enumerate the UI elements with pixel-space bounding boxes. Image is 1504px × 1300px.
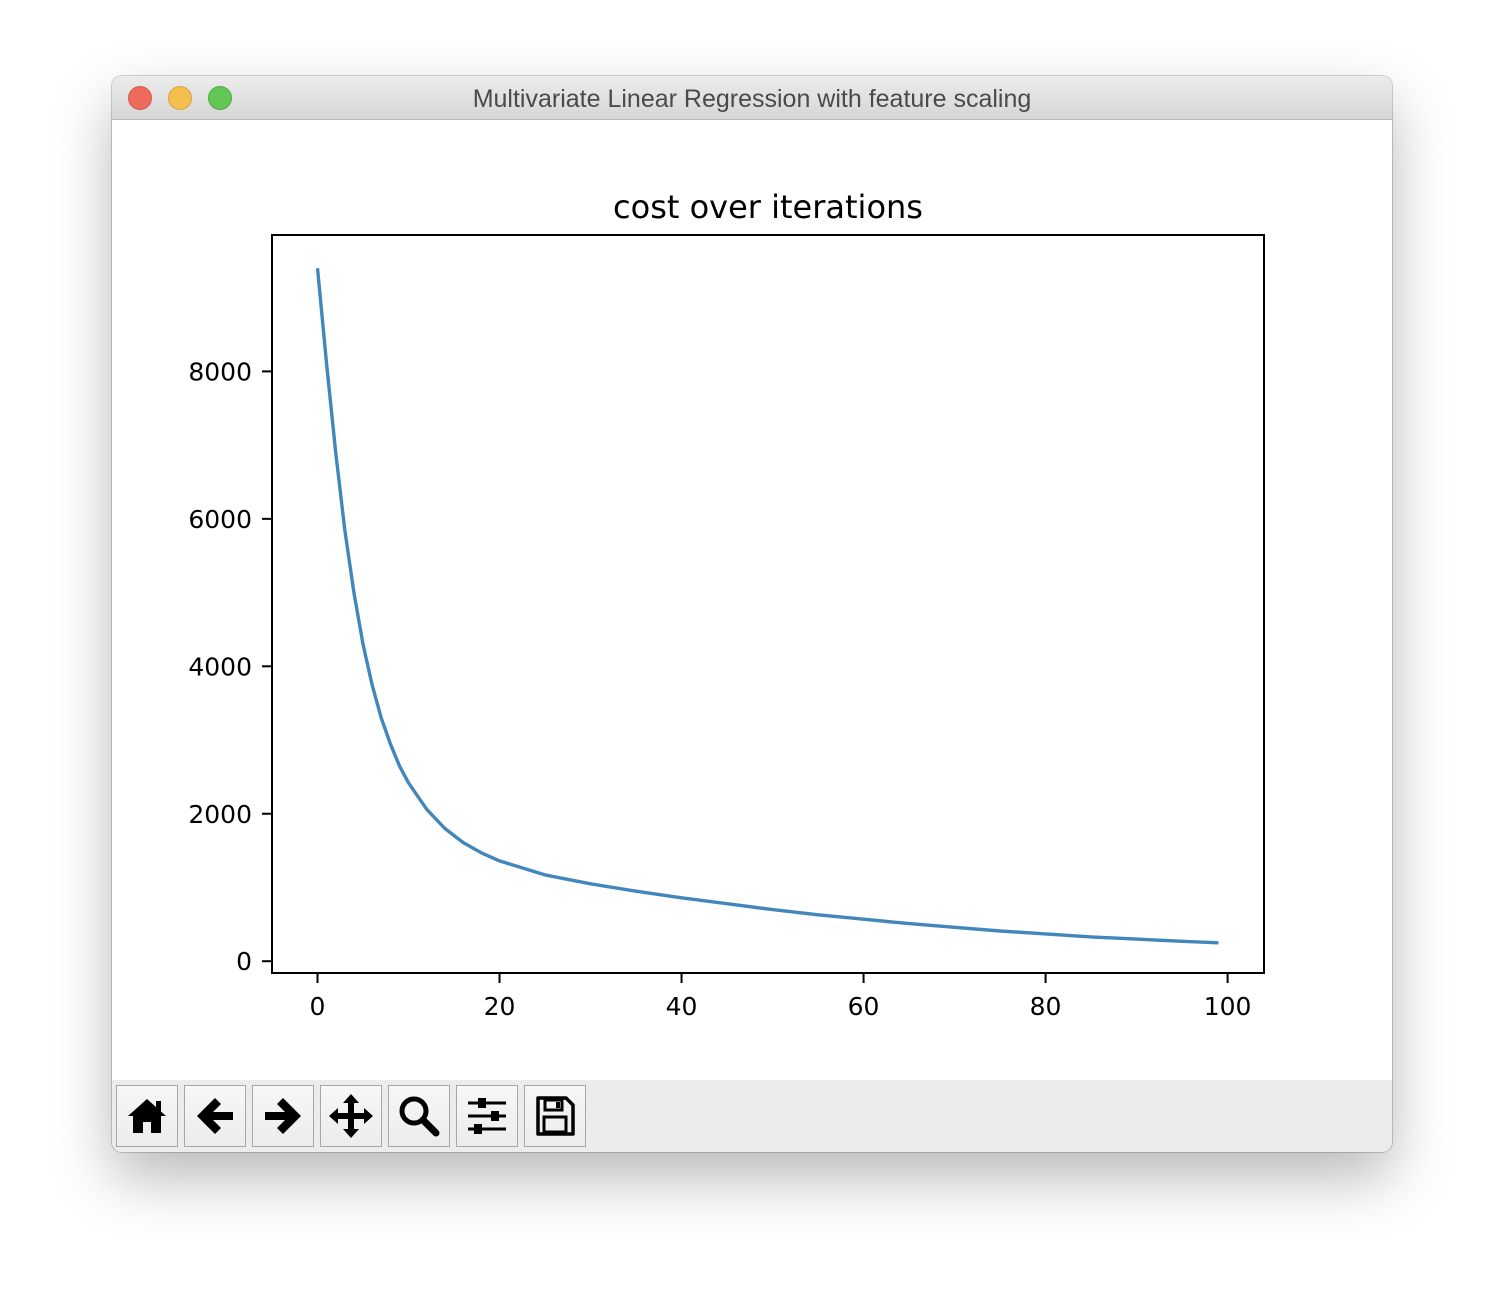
minimize-button[interactable] bbox=[168, 86, 192, 110]
y-tick-label: 2000 bbox=[188, 800, 252, 829]
zoom-button-tool[interactable] bbox=[388, 1085, 450, 1147]
zoom-button[interactable] bbox=[208, 86, 232, 110]
x-tick-label: 20 bbox=[484, 992, 516, 1021]
sliders-icon bbox=[468, 1098, 506, 1134]
title-bar[interactable]: Multivariate Linear Regression with feat… bbox=[112, 76, 1392, 120]
y-tick-label: 6000 bbox=[188, 505, 252, 534]
magnifier-icon bbox=[399, 1096, 440, 1137]
cost-series-line bbox=[315, 268, 1219, 945]
x-tick-label: 60 bbox=[848, 992, 880, 1021]
floppy-disk-icon bbox=[536, 1096, 575, 1136]
navigation-toolbar bbox=[112, 1080, 1392, 1152]
chart-title: cost over iterations bbox=[613, 188, 923, 226]
configure-subplots-button[interactable] bbox=[456, 1085, 518, 1147]
close-button[interactable] bbox=[128, 86, 152, 110]
x-tick-label: 40 bbox=[666, 992, 698, 1021]
forward-button[interactable] bbox=[252, 1085, 314, 1147]
x-tick-label: 0 bbox=[310, 992, 326, 1021]
home-icon bbox=[128, 1099, 166, 1133]
save-button[interactable] bbox=[524, 1085, 586, 1147]
x-tick-label: 100 bbox=[1204, 992, 1252, 1021]
arrow-left-icon bbox=[197, 1098, 233, 1134]
home-button[interactable] bbox=[116, 1085, 178, 1147]
y-tick-label: 4000 bbox=[188, 652, 252, 681]
axes-frame bbox=[271, 234, 1265, 974]
pan-button[interactable] bbox=[320, 1085, 382, 1147]
line-chart: cost over iterations 0 20 40 60 80 100 0 2000 40… bbox=[188, 188, 1265, 1021]
app-window: Multivariate Linear Regression with feat… bbox=[112, 76, 1392, 1152]
y-tick-label: 8000 bbox=[188, 357, 252, 386]
arrow-right-icon bbox=[265, 1098, 301, 1134]
figure-canvas[interactable]: cost over iterations 0 20 40 60 80 100 0 2000 40… bbox=[112, 120, 1392, 1080]
back-button[interactable] bbox=[184, 1085, 246, 1147]
window-title: Multivariate Linear Regression with feat… bbox=[472, 85, 1032, 113]
move-icon bbox=[329, 1094, 373, 1138]
x-tick-label: 80 bbox=[1030, 992, 1062, 1021]
y-tick-label: 0 bbox=[236, 947, 252, 976]
